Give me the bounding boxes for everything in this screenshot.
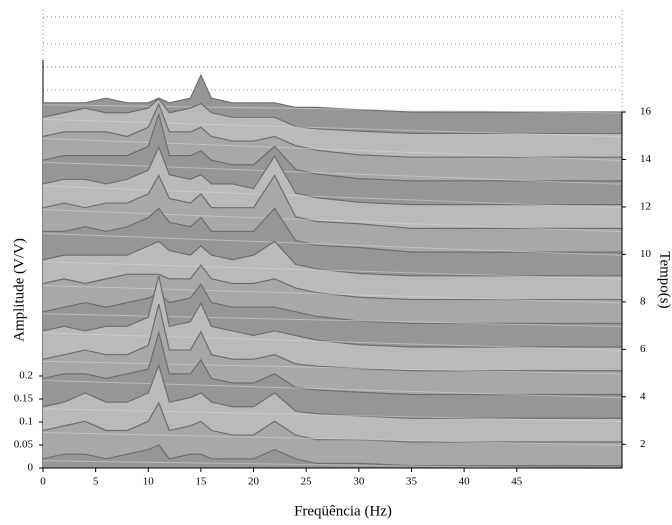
surface-fill: [43, 402, 622, 468]
y2-tick-label: 4: [640, 390, 646, 402]
surface-row: [42, 102, 622, 158]
row-highlight: [42, 232, 623, 256]
surface-row: [42, 401, 622, 443]
surface-row: [42, 275, 622, 348]
surface-row: [42, 330, 622, 396]
surface-row: [42, 303, 622, 372]
row-highlight: [42, 284, 623, 304]
x-tick-label: 5: [93, 476, 99, 488]
y-tick-label: 0: [28, 462, 34, 474]
y2-tick-label: 6: [640, 343, 646, 355]
row-highlight: [42, 104, 623, 114]
surface-row: [42, 240, 622, 277]
x-tick-label: 10: [143, 476, 155, 488]
surface-row: [42, 98, 622, 135]
row-highlight: [42, 332, 623, 351]
y2-tick-label: 8: [640, 295, 646, 307]
row-highlight: [42, 185, 623, 209]
row-highlight: [42, 313, 623, 328]
row-highlight: [42, 408, 623, 423]
x-tick-label: 20: [248, 476, 260, 488]
x-tick-label: 0: [40, 476, 46, 488]
y-tick-label: 0.15: [14, 393, 34, 405]
surface-row: [42, 174, 622, 229]
y-tick-label: 0.2: [19, 370, 33, 382]
y2-tick-label: 12: [640, 200, 651, 212]
surface-row: [42, 363, 622, 419]
y-axis-label: Amplitude (V/V): [11, 238, 27, 342]
y2-axis-label: Tempo(s): [657, 251, 672, 308]
y2-tick-label: 14: [640, 153, 652, 165]
x-tick-label: 15: [195, 476, 207, 488]
x-tick-label: 40: [459, 476, 471, 488]
row-highlight: [42, 118, 623, 138]
x-tick-label: 45: [511, 476, 523, 488]
row-highlight: [42, 261, 623, 280]
surface-row: [42, 145, 622, 206]
back-grid: [42, 10, 623, 112]
surface-row: [42, 112, 622, 182]
y-tick-label: 0.05: [14, 439, 34, 451]
surface-row: [42, 264, 622, 301]
x-axis-label: Freqüência (Hz): [294, 503, 392, 519]
y2-tick-label: 2: [640, 438, 646, 450]
surface-row: [43, 207, 622, 253]
x-tick-label: 25: [301, 476, 313, 488]
row-highlight: [42, 137, 623, 161]
row-highlight: [42, 161, 623, 185]
surface-row: [42, 444, 622, 467]
row-highlight: [42, 431, 623, 446]
y2-tick-label: 10: [640, 248, 652, 260]
row-highlight: [42, 379, 623, 399]
surface-row: [42, 283, 622, 324]
x-tick-label: 30: [353, 476, 365, 488]
surface-fill: [43, 445, 622, 468]
y-tick-label: 0.1: [19, 416, 33, 428]
row-highlight: [42, 209, 623, 233]
x-tick-label: 35: [406, 476, 418, 488]
y2-tick-label: 16: [640, 106, 652, 118]
surface-row: [43, 73, 622, 113]
row-highlight: [42, 360, 623, 375]
